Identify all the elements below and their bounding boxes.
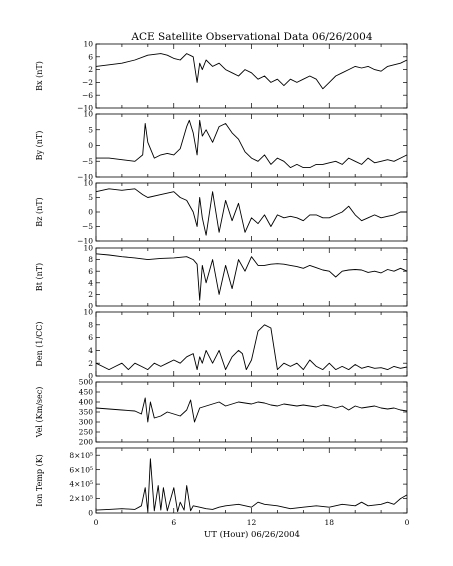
y-tick-label: 0 (88, 302, 93, 311)
chart-title: ACE Satellite Observational Data 06/26/2… (130, 31, 372, 43)
y-tick-label: 10 (83, 110, 93, 119)
y-tick-label: 6 (88, 333, 93, 342)
y-axis-label: Vel (Km/sec) (35, 387, 44, 439)
y-axis-label: Den (1/CC) (35, 321, 44, 366)
x-tick-label: 0 (94, 518, 99, 527)
y-tick-label: 6×10⁵ (69, 465, 93, 474)
panel-frame (95, 311, 408, 377)
y-tick-label: 300 (79, 418, 94, 427)
y-axis-label: Ion Temp (K) (35, 454, 44, 507)
series-line (95, 324, 408, 371)
series-line (95, 188, 407, 236)
series-line (95, 53, 408, 90)
y-tick-label: 8×10⁵ (69, 451, 93, 460)
y-tick-label: −10 (77, 237, 93, 246)
x-axis-label: UT (Hour) 06/26/2004 (204, 529, 300, 540)
y-tick-label: 200 (79, 438, 94, 447)
y-tick-label: −10 (77, 173, 93, 182)
y-tick-label: 5 (88, 125, 93, 134)
panel-7: 8×10⁵ 6×10⁵ 4×10⁵ 2×10⁵ 0 Ion Temp (K) (35, 447, 408, 518)
y-axis-label: Bz (nT) (35, 197, 44, 226)
y-tick-label: −10 (77, 104, 93, 113)
y-tick-label: 0 (88, 208, 93, 217)
panel-frame (95, 381, 408, 443)
y-tick-label: 0 (88, 509, 93, 518)
y-tick-label: 500 (79, 378, 94, 387)
panel-frame (95, 43, 408, 109)
series-line (96, 119, 408, 169)
y-tick-label: 10 (83, 244, 93, 253)
y-tick-label: 6 (88, 52, 93, 61)
y-tick-label: 2 (88, 65, 93, 74)
panel-frame (95, 113, 408, 178)
y-tick-label: 8 (88, 255, 93, 264)
y-tick-label: 0 (88, 141, 93, 150)
panel-frame (95, 182, 408, 242)
y-tick-label: 350 (79, 408, 94, 417)
panel-5: 10 8 6 4 2 0 Den (1/CC) (35, 308, 408, 381)
panel-4: 10 8 6 4 2 0 Bt (nT) (35, 244, 408, 311)
series-line (95, 397, 408, 423)
y-axis-label: Bx (nT) (35, 61, 44, 91)
y-tick-label: 0 (88, 372, 93, 381)
y-tick-label: 4 (88, 346, 93, 355)
y-tick-label: 2 (88, 359, 93, 368)
series-line (95, 458, 408, 513)
y-tick-label: 10 (83, 179, 93, 188)
y-tick-label: 5 (88, 193, 93, 202)
panels-group: 10 6 2 −2 −6 −10 Bx (nT) 10 5 0 −5 −10 By (nT) 10 5 0 −5… (35, 40, 408, 518)
panel-1: 10 6 2 −2 −6 −10 Bx (nT) (35, 40, 408, 113)
y-tick-label: 2 (88, 290, 93, 299)
y-tick-label: 2×10⁵ (69, 494, 93, 503)
y-tick-label: 250 (79, 428, 94, 437)
x-tick-label: 18 (324, 518, 334, 527)
y-axis-label: By (nT) (35, 131, 44, 161)
y-tick-label: 6 (88, 267, 93, 276)
panel-3: 10 5 0 −5 −10 Bz (nT) (35, 179, 408, 246)
y-tick-label: 400 (79, 398, 94, 407)
series-line (95, 253, 408, 301)
y-tick-label: −2 (82, 78, 93, 87)
y-tick-label: −5 (82, 222, 93, 231)
y-tick-label: 10 (83, 308, 93, 317)
y-axis-label: Bt (nT) (35, 263, 44, 291)
y-tick-label: 10 (83, 40, 93, 49)
panel-2: 10 5 0 −5 −10 By (nT) (35, 110, 408, 182)
x-axis: 0 6 12 18 0 (94, 518, 410, 527)
y-tick-label: 4×10⁵ (69, 480, 93, 489)
y-tick-label: 4 (88, 278, 93, 287)
y-tick-label: −6 (82, 91, 93, 100)
x-tick-label: 0 (405, 518, 410, 527)
y-tick-label: 8 (88, 320, 93, 329)
x-tick-label: 12 (247, 518, 257, 527)
y-tick-label: 450 (79, 388, 94, 397)
x-tick-label: 6 (171, 518, 176, 527)
y-tick-label: −5 (82, 157, 93, 166)
